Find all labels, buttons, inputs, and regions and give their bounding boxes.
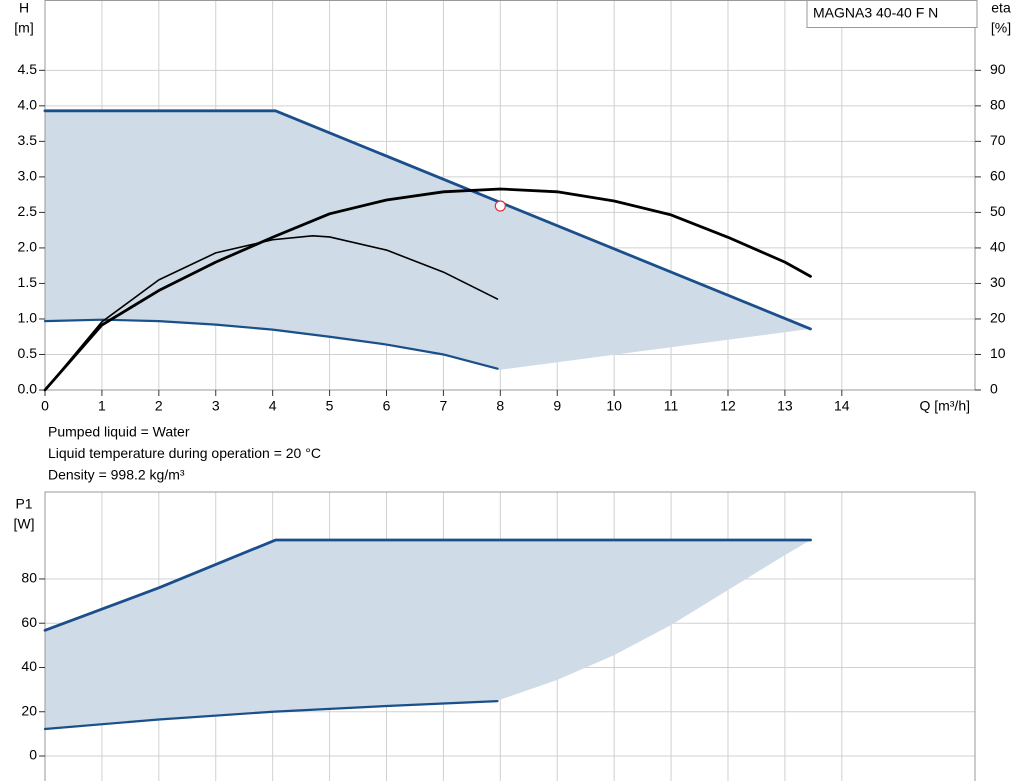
x-tick-label: 14 <box>834 398 850 414</box>
curve <box>43 109 812 331</box>
y2-tick-label: 20 <box>990 310 1006 326</box>
y-unit: [W] <box>14 516 35 532</box>
y2-tick-label: 60 <box>990 168 1006 184</box>
operating-area <box>45 110 811 371</box>
y2-tick-label: 30 <box>990 274 1006 290</box>
curve <box>43 318 499 370</box>
y2-tick-label: 40 <box>990 239 1006 255</box>
y-tick-label: 2.5 <box>18 203 38 219</box>
note: Pumped liquid = Water <box>48 424 190 440</box>
x-tick-label: 3 <box>212 398 220 414</box>
x-tick-label: 11 <box>664 398 679 414</box>
y2-tick-label: 90 <box>990 61 1006 77</box>
y-tick-label: 0 <box>29 747 37 763</box>
y-unit: [m] <box>14 20 33 36</box>
y2-label: eta <box>991 0 1011 16</box>
y2-tick-label: 70 <box>990 132 1006 148</box>
y-tick-label: 0.0 <box>18 381 38 397</box>
x-label: Q [m³/h] <box>919 398 970 414</box>
y-tick-label: 1.0 <box>18 310 38 326</box>
y-tick-label: 2.0 <box>18 239 38 255</box>
y-label: H <box>19 0 29 16</box>
curve <box>43 187 812 392</box>
y-tick-label: 4.5 <box>18 61 38 77</box>
x-tick-label: 10 <box>606 398 622 414</box>
x-tick-label: 13 <box>777 398 793 414</box>
y-tick-label: 3.5 <box>18 132 38 148</box>
bottom-frame <box>44 491 976 781</box>
y2-tick-label: 10 <box>990 345 1006 361</box>
x-tick-label: 0 <box>41 398 49 414</box>
y-tick-label: 1.5 <box>18 274 38 290</box>
y-tick-label: 4.0 <box>18 97 38 113</box>
chart-title: MAGNA3 40-40 F N <box>813 5 938 21</box>
y2-tick-label: 0 <box>990 381 998 397</box>
y-tick-label: 40 <box>21 658 37 674</box>
x-tick-label: 1 <box>98 398 106 414</box>
duty-point <box>494 200 506 212</box>
x-tick-label: 7 <box>440 398 448 414</box>
curve <box>43 538 812 632</box>
y2-tick-label: 50 <box>990 203 1006 219</box>
x-tick-label: 8 <box>496 398 504 414</box>
operating-area <box>45 540 811 730</box>
y-label: P1 <box>15 496 32 512</box>
y2-tick-label: 80 <box>990 97 1006 113</box>
curve <box>44 235 499 391</box>
x-tick-label: 9 <box>553 398 561 414</box>
x-tick-label: 12 <box>720 398 736 414</box>
x-tick-label: 2 <box>155 398 163 414</box>
x-tick-label: 4 <box>269 398 277 414</box>
note: Liquid temperature during operation = 20… <box>48 445 321 461</box>
title-box <box>806 0 978 28</box>
y-tick-label: 3.0 <box>18 168 38 184</box>
y2-unit: [%] <box>991 20 1011 36</box>
y-tick-label: 0.5 <box>18 345 38 361</box>
x-tick-label: 5 <box>326 398 334 414</box>
note: Density = 998.2 kg/m³ <box>48 467 185 483</box>
x-tick-label: 6 <box>383 398 391 414</box>
top-frame <box>44 0 976 391</box>
curve <box>43 700 499 731</box>
y-tick-label: 20 <box>21 702 37 718</box>
y-tick-label: 80 <box>21 570 37 586</box>
y-tick-label: 60 <box>21 614 37 630</box>
